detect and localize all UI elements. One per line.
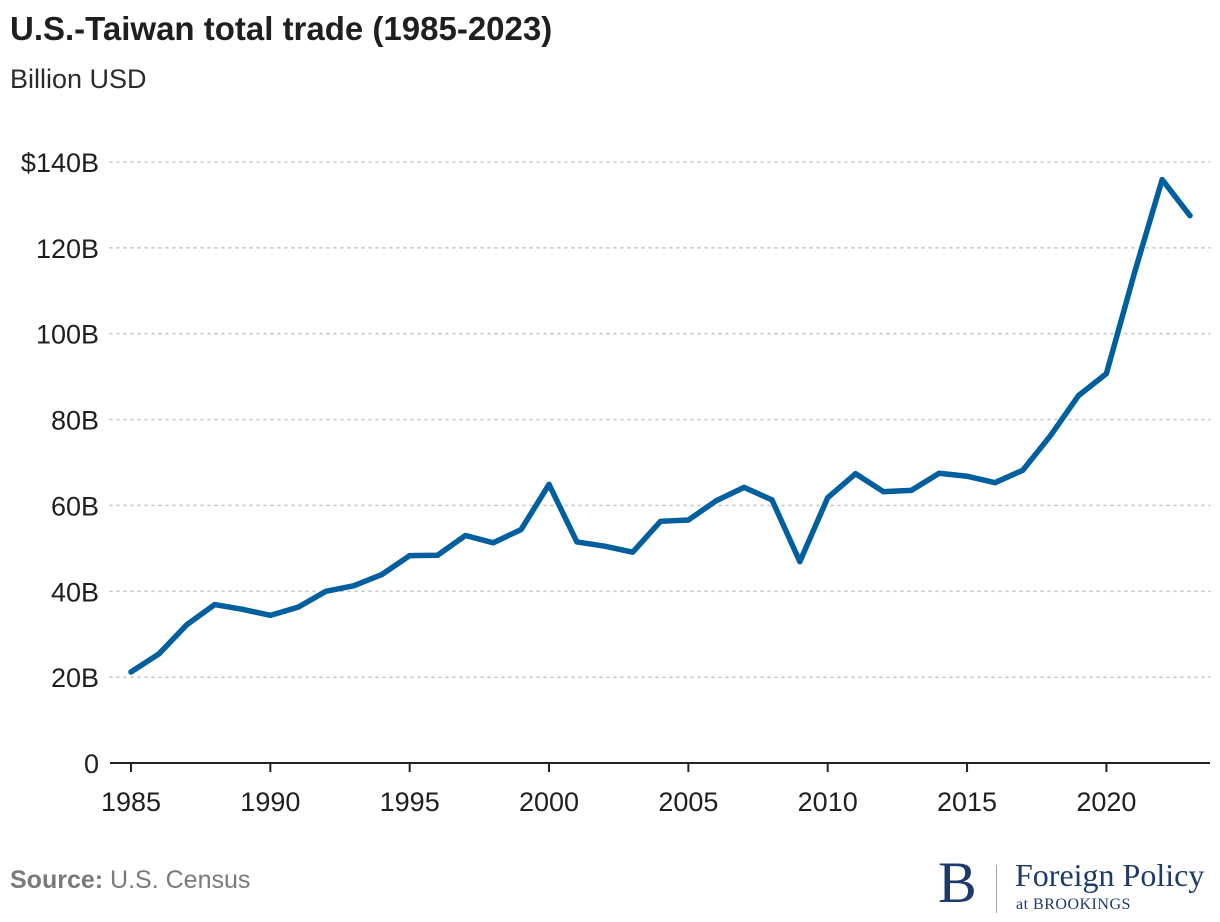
- axes: [110, 762, 1210, 772]
- data-point: [630, 549, 636, 555]
- brookings-b-icon: B: [938, 850, 977, 915]
- data-point: [880, 489, 887, 495]
- y-tick-label: $140B: [21, 148, 99, 178]
- data-point: [351, 583, 357, 589]
- y-tick-label: 40B: [51, 577, 99, 607]
- data-point: [518, 526, 524, 533]
- y-tick-label: 80B: [51, 406, 99, 436]
- y-tick-labels: 0 20B 40B 60B 80B 100B 120B $140B: [21, 148, 99, 779]
- data-point: [546, 481, 552, 487]
- data-point: [741, 484, 747, 490]
- data-point: [462, 532, 469, 539]
- x-tick-labels: 1985 1990 1995 2000 2005 2010 2015 2020: [101, 787, 1136, 817]
- chart-subtitle: Billion USD: [10, 64, 147, 94]
- x-tick-label: 1990: [240, 787, 300, 817]
- chart-title: U.S.-Taiwan total trade (1985-2023): [10, 10, 553, 47]
- x-tick-label: 2000: [519, 787, 579, 817]
- data-point: [936, 470, 942, 476]
- data-point: [769, 497, 775, 503]
- y-tick-label: 120B: [36, 234, 99, 264]
- data-point: [156, 651, 162, 657]
- series-lines: [128, 176, 1193, 675]
- data-point: [407, 553, 413, 559]
- logo-name: Foreign Policy: [1015, 857, 1205, 893]
- data-point: [128, 669, 134, 675]
- line-chart: 0 20B 40B 60B 80B 100B 120B $140B 1985 1990 1995 2…: [21, 148, 1211, 817]
- logo-divider: [996, 865, 997, 913]
- x-tick-label: 2015: [937, 787, 997, 817]
- data-point: [713, 498, 719, 504]
- data-point: [379, 571, 385, 578]
- x-tick-label: 2005: [658, 787, 718, 817]
- y-tick-label: 20B: [51, 663, 99, 693]
- source-label: Source:: [10, 866, 104, 894]
- gridlines: [109, 161, 1211, 678]
- data-point: [323, 588, 329, 594]
- x-tick-label: 1995: [380, 787, 440, 817]
- y-tick-label: 100B: [36, 320, 99, 350]
- data-point: [964, 473, 970, 479]
- data-point: [184, 622, 190, 628]
- data-point: [657, 518, 664, 524]
- data-point: [574, 539, 580, 545]
- logo-subtitle: at BROOKINGS: [1016, 896, 1131, 913]
- x-tick-label: 2020: [1076, 787, 1136, 817]
- data-point: [1103, 371, 1109, 377]
- data-point: [1159, 177, 1165, 183]
- data-point: [1075, 392, 1082, 399]
- data-point: [685, 517, 691, 523]
- data-point: [1048, 432, 1054, 439]
- x-tick-label: 1985: [101, 787, 161, 817]
- data-point: [797, 559, 803, 565]
- y-tick-label: 60B: [51, 491, 99, 521]
- data-point: [852, 471, 859, 477]
- data-point: [908, 487, 914, 494]
- y-tick-label: 0: [84, 749, 99, 779]
- brookings-foreign-policy-logo: B Foreign Policy at BROOKINGS: [938, 853, 1218, 917]
- source-text: U.S. Census: [110, 866, 251, 894]
- data-point: [212, 601, 218, 608]
- data-point: [992, 480, 998, 486]
- data-point: [295, 604, 301, 610]
- data-point: [434, 552, 441, 558]
- data-point: [602, 543, 608, 549]
- data-point: [490, 540, 496, 546]
- data-point: [825, 495, 831, 501]
- x-tick-label: 2010: [798, 787, 858, 817]
- source-note: Source: U.S. Census: [10, 866, 250, 895]
- series-line-total-trade: [128, 176, 1193, 675]
- data-point: [239, 606, 246, 612]
- data-point: [1131, 271, 1137, 277]
- data-point: [1187, 213, 1193, 219]
- data-point: [1020, 467, 1026, 473]
- data-point: [267, 612, 273, 618]
